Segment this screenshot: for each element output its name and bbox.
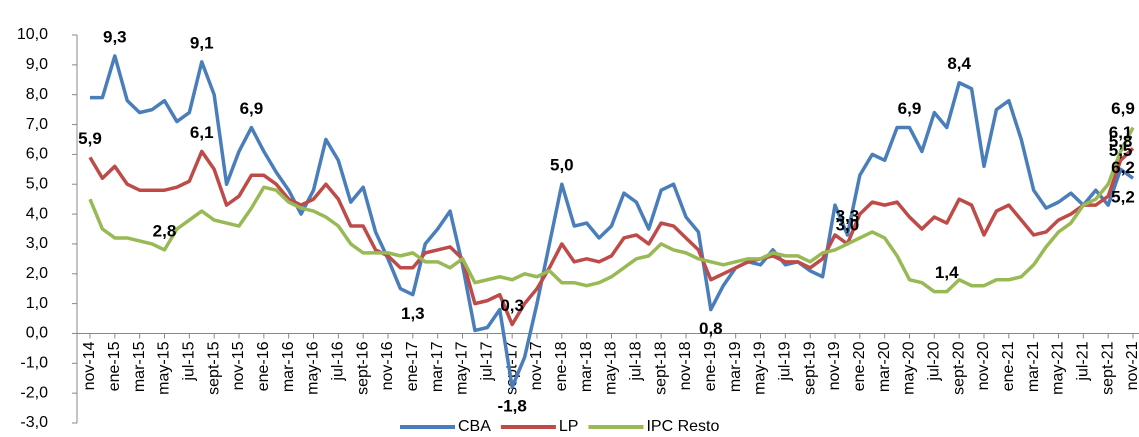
y-tick-label: 5,0 bbox=[26, 175, 48, 192]
value-label: 0,3 bbox=[500, 296, 524, 315]
legend-label: CBA bbox=[458, 418, 491, 435]
x-tick-label: ene-17 bbox=[404, 341, 421, 391]
value-label: 3,0 bbox=[836, 215, 860, 234]
y-tick-label: -1,0 bbox=[20, 355, 48, 372]
x-tick-label: sept-18 bbox=[652, 341, 669, 394]
value-label: 1,4 bbox=[935, 263, 959, 282]
x-tick-label: nov-15 bbox=[230, 341, 247, 390]
legend-label: LP bbox=[559, 418, 579, 435]
x-tick-label: mar-21 bbox=[1025, 341, 1042, 392]
y-tick-label: 3,0 bbox=[26, 235, 48, 252]
value-label: 1,3 bbox=[401, 304, 425, 323]
legend: CBA LP IPC Resto bbox=[400, 418, 720, 435]
value-label: 2,8 bbox=[153, 221, 177, 240]
x-tick-label: jul-19 bbox=[777, 341, 794, 381]
value-label: 6,9 bbox=[898, 99, 922, 118]
x-tick-label: may-17 bbox=[454, 341, 471, 394]
y-tick-label: 2,0 bbox=[26, 265, 48, 282]
x-tick-label: may-18 bbox=[603, 341, 620, 394]
x-tick-label: jul-15 bbox=[181, 341, 198, 381]
x-tick-label: mar-17 bbox=[429, 341, 446, 392]
value-label: 8,4 bbox=[947, 54, 971, 73]
x-tick-label: jul-17 bbox=[479, 341, 496, 381]
x-tick-label: may-21 bbox=[1050, 341, 1067, 394]
y-tick-label: -2,0 bbox=[20, 384, 48, 401]
value-label: 5,0 bbox=[550, 156, 574, 175]
x-tick-label: may-19 bbox=[752, 341, 769, 394]
value-label: 5,8 bbox=[1109, 132, 1133, 151]
y-tick-label: 1,0 bbox=[26, 295, 48, 312]
value-label: 9,1 bbox=[190, 33, 214, 52]
x-tick-label: sept-19 bbox=[801, 341, 818, 394]
x-tick-label: nov-21 bbox=[1124, 341, 1139, 390]
y-tick-label: 4,0 bbox=[26, 205, 48, 222]
x-tick-label: sept-16 bbox=[354, 341, 371, 394]
x-tick-label: ene-16 bbox=[255, 341, 272, 391]
series-line bbox=[88, 126, 1135, 294]
x-tick-label: nov-17 bbox=[528, 341, 545, 390]
x-tick-label: nov-18 bbox=[677, 341, 694, 390]
value-label: 6,1 bbox=[1109, 123, 1133, 142]
x-tick-label: ene-18 bbox=[553, 341, 570, 391]
x-tick-label: sept-20 bbox=[950, 341, 967, 394]
legend-label: IPC Resto bbox=[646, 418, 719, 435]
x-tick-label: mar-16 bbox=[280, 341, 297, 392]
x-tick-label: ene-21 bbox=[1000, 341, 1017, 391]
x-tick-label: may-16 bbox=[305, 341, 322, 394]
y-tick-label: 8,0 bbox=[26, 86, 48, 103]
value-label: 6,1 bbox=[190, 123, 214, 142]
value-label: 6,2 bbox=[1111, 158, 1135, 177]
x-tick-label: may-20 bbox=[901, 341, 918, 394]
value-label: 3,3 bbox=[836, 206, 860, 225]
x-tick-label: jul-18 bbox=[628, 341, 645, 381]
x-tick-label: ene-19 bbox=[702, 341, 719, 391]
x-tick-label: sept-21 bbox=[1099, 341, 1116, 394]
value-label: 5,9 bbox=[78, 129, 102, 148]
y-tick-label: 7,0 bbox=[26, 116, 48, 133]
value-label: 5,5 bbox=[1109, 141, 1133, 160]
x-tick-label: jul-20 bbox=[926, 341, 943, 381]
value-label: 5,2 bbox=[1111, 188, 1135, 207]
x-tick-label: mar-18 bbox=[578, 341, 595, 392]
y-tick-label: 10,0 bbox=[17, 26, 48, 43]
y-tick-label: 9,0 bbox=[26, 56, 48, 73]
x-tick-label: nov-16 bbox=[379, 341, 396, 390]
y-tick-label: 6,0 bbox=[26, 146, 48, 163]
x-tick-label: may-15 bbox=[156, 341, 173, 394]
value-label: 6,9 bbox=[240, 99, 264, 118]
x-tick-label: jul-21 bbox=[1075, 341, 1092, 381]
x-tick-label: mar-19 bbox=[727, 341, 744, 392]
x-tick-label: nov-14 bbox=[81, 341, 98, 390]
x-tick-label: mar-15 bbox=[131, 341, 148, 392]
x-tick-label: mar-20 bbox=[876, 341, 893, 392]
series-line bbox=[88, 147, 1135, 327]
value-label: -1,8 bbox=[498, 397, 527, 416]
x-tick-label: ene-20 bbox=[851, 341, 868, 391]
value-label: 6,9 bbox=[1111, 99, 1135, 118]
x-tick-label: ene-15 bbox=[106, 341, 123, 391]
y-tick-label: 0,0 bbox=[26, 325, 48, 342]
x-tick-label: sept-15 bbox=[205, 341, 222, 394]
value-label: 0,8 bbox=[699, 319, 723, 338]
x-tick-label: nov-19 bbox=[826, 341, 843, 390]
x-tick-label: jul-16 bbox=[330, 341, 347, 381]
x-tick-label: nov-20 bbox=[975, 341, 992, 390]
value-label: 9,3 bbox=[103, 27, 127, 46]
y-tick-label: -3,0 bbox=[20, 414, 48, 431]
series-line bbox=[90, 54, 1135, 389]
